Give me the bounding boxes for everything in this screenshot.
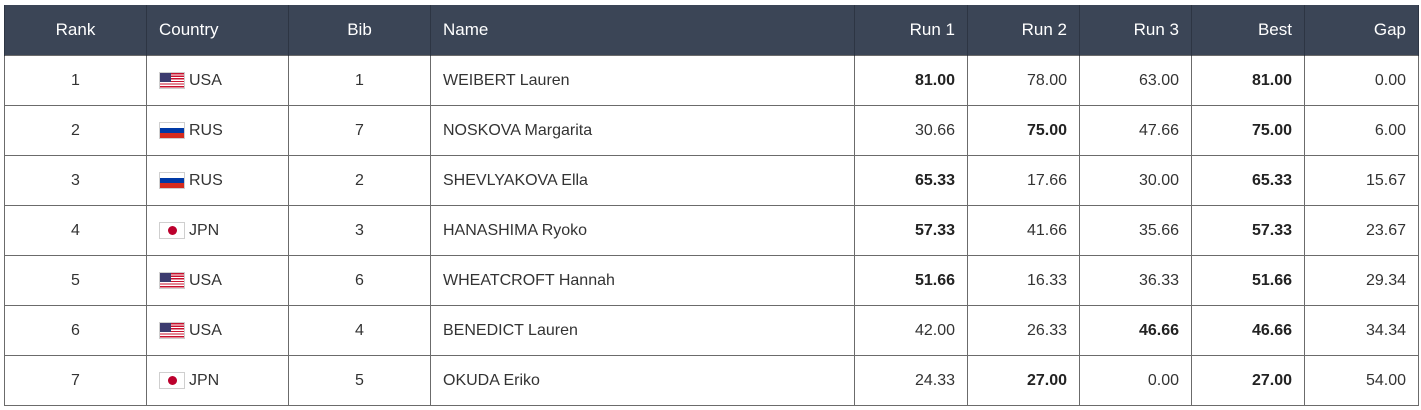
gap-value: 29.34 bbox=[1304, 255, 1419, 306]
rank-cell: 6 bbox=[4, 305, 147, 356]
run2-score: 41.66 bbox=[967, 205, 1080, 256]
gap-value: 34.34 bbox=[1304, 305, 1419, 356]
best-score: 81.00 bbox=[1191, 55, 1305, 106]
header-bib[interactable]: Bib bbox=[288, 5, 431, 56]
table-row[interactable]: 6 USA 4 BENEDICT Lauren 42.00 26.33 46.6… bbox=[4, 305, 1419, 356]
bib-cell: 1 bbox=[288, 55, 431, 106]
bib-cell: 5 bbox=[288, 355, 431, 406]
country-code: JPN bbox=[189, 371, 220, 389]
usa-flag-icon bbox=[159, 272, 185, 289]
country-code: JPN bbox=[189, 221, 220, 239]
athlete-name[interactable]: WHEATCROFT Hannah bbox=[430, 255, 855, 306]
run2-score: 16.33 bbox=[967, 255, 1080, 306]
best-score: 27.00 bbox=[1191, 355, 1305, 406]
country-cell: USA bbox=[146, 255, 289, 306]
run3-score: 63.00 bbox=[1079, 55, 1192, 106]
rank-cell: 4 bbox=[4, 205, 147, 256]
athlete-name[interactable]: HANASHIMA Ryoko bbox=[430, 205, 855, 256]
run2-score: 17.66 bbox=[967, 155, 1080, 206]
run2-score: 78.00 bbox=[967, 55, 1080, 106]
country-cell: USA bbox=[146, 305, 289, 356]
country-code: USA bbox=[189, 71, 222, 89]
run3-score: 30.00 bbox=[1079, 155, 1192, 206]
table-row[interactable]: 4 JPN 3 HANASHIMA Ryoko 57.33 41.66 35.6… bbox=[4, 205, 1419, 256]
gap-value: 0.00 bbox=[1304, 55, 1419, 106]
bib-cell: 3 bbox=[288, 205, 431, 256]
rank-cell: 1 bbox=[4, 55, 147, 106]
country-cell: JPN bbox=[146, 205, 289, 256]
rank-cell: 3 bbox=[4, 155, 147, 206]
header-run3[interactable]: Run 3 bbox=[1079, 5, 1192, 56]
table-row[interactable]: 7 JPN 5 OKUDA Eriko 24.33 27.00 0.00 27.… bbox=[4, 355, 1419, 406]
run2-score: 27.00 bbox=[967, 355, 1080, 406]
run3-score: 35.66 bbox=[1079, 205, 1192, 256]
gap-value: 54.00 bbox=[1304, 355, 1419, 406]
best-score: 57.33 bbox=[1191, 205, 1305, 256]
header-run2[interactable]: Run 2 bbox=[967, 5, 1080, 56]
header-best[interactable]: Best bbox=[1191, 5, 1305, 56]
table-row[interactable]: 1 USA 1 WEIBERT Lauren 81.00 78.00 63.00… bbox=[4, 55, 1419, 106]
country-code: RUS bbox=[189, 121, 223, 139]
country-cell: RUS bbox=[146, 155, 289, 206]
bib-cell: 2 bbox=[288, 155, 431, 206]
table-row[interactable]: 2 RUS 7 NOSKOVA Margarita 30.66 75.00 47… bbox=[4, 105, 1419, 156]
header-name[interactable]: Name bbox=[430, 5, 855, 56]
header-run1[interactable]: Run 1 bbox=[854, 5, 968, 56]
gap-value: 15.67 bbox=[1304, 155, 1419, 206]
table-row[interactable]: 5 USA 6 WHEATCROFT Hannah 51.66 16.33 36… bbox=[4, 255, 1419, 306]
athlete-name[interactable]: SHEVLYAKOVA Ella bbox=[430, 155, 855, 206]
country-code: RUS bbox=[189, 171, 223, 189]
table-row[interactable]: 3 RUS 2 SHEVLYAKOVA Ella 65.33 17.66 30.… bbox=[4, 155, 1419, 206]
run1-score: 57.33 bbox=[854, 205, 968, 256]
usa-flag-icon bbox=[159, 72, 185, 89]
jpn-flag-icon bbox=[159, 222, 185, 239]
rus-flag-icon bbox=[159, 122, 185, 139]
country-cell: USA bbox=[146, 55, 289, 106]
bib-cell: 4 bbox=[288, 305, 431, 356]
rank-cell: 5 bbox=[4, 255, 147, 306]
header-gap[interactable]: Gap bbox=[1304, 5, 1419, 56]
gap-value: 6.00 bbox=[1304, 105, 1419, 156]
athlete-name[interactable]: OKUDA Eriko bbox=[430, 355, 855, 406]
country-code: USA bbox=[189, 321, 222, 339]
run3-score: 47.66 bbox=[1079, 105, 1192, 156]
run1-score: 81.00 bbox=[854, 55, 968, 106]
rus-flag-icon bbox=[159, 172, 185, 189]
bib-cell: 6 bbox=[288, 255, 431, 306]
run1-score: 42.00 bbox=[854, 305, 968, 356]
run3-score: 0.00 bbox=[1079, 355, 1192, 406]
run1-score: 65.33 bbox=[854, 155, 968, 206]
results-table: Rank Country Bib Name Run 1 Run 2 Run 3 … bbox=[4, 5, 1419, 406]
header-country[interactable]: Country bbox=[146, 5, 289, 56]
run3-score: 36.33 bbox=[1079, 255, 1192, 306]
table-header-row: Rank Country Bib Name Run 1 Run 2 Run 3 … bbox=[4, 5, 1419, 56]
country-cell: JPN bbox=[146, 355, 289, 406]
gap-value: 23.67 bbox=[1304, 205, 1419, 256]
bib-cell: 7 bbox=[288, 105, 431, 156]
jpn-flag-icon bbox=[159, 372, 185, 389]
athlete-name[interactable]: BENEDICT Lauren bbox=[430, 305, 855, 356]
athlete-name[interactable]: NOSKOVA Margarita bbox=[430, 105, 855, 156]
best-score: 46.66 bbox=[1191, 305, 1305, 356]
best-score: 51.66 bbox=[1191, 255, 1305, 306]
country-code: USA bbox=[189, 271, 222, 289]
run2-score: 26.33 bbox=[967, 305, 1080, 356]
run1-score: 30.66 bbox=[854, 105, 968, 156]
athlete-name[interactable]: WEIBERT Lauren bbox=[430, 55, 855, 106]
best-score: 75.00 bbox=[1191, 105, 1305, 156]
rank-cell: 2 bbox=[4, 105, 147, 156]
rank-cell: 7 bbox=[4, 355, 147, 406]
run2-score: 75.00 bbox=[967, 105, 1080, 156]
usa-flag-icon bbox=[159, 322, 185, 339]
header-rank[interactable]: Rank bbox=[4, 5, 147, 56]
results-table-container: Rank Country Bib Name Run 1 Run 2 Run 3 … bbox=[4, 5, 1419, 406]
run1-score: 24.33 bbox=[854, 355, 968, 406]
run1-score: 51.66 bbox=[854, 255, 968, 306]
country-cell: RUS bbox=[146, 105, 289, 156]
best-score: 65.33 bbox=[1191, 155, 1305, 206]
run3-score: 46.66 bbox=[1079, 305, 1192, 356]
